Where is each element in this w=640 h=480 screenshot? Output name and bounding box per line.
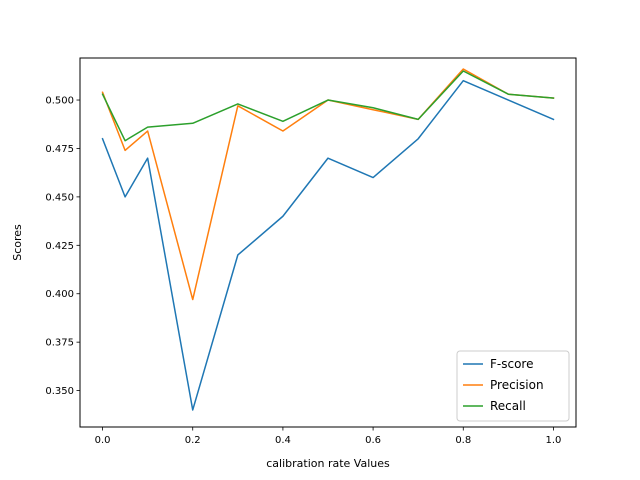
legend-label-precision: Precision bbox=[490, 378, 544, 392]
series-line-precision bbox=[101, 68, 555, 301]
series-layer bbox=[101, 68, 555, 411]
x-axis-ticks: 0.0 0.2 0.4 0.6 0.8 1.0 bbox=[95, 427, 562, 446]
legend: F-score Precision Recall bbox=[456, 350, 570, 422]
legend-label-recall: Recall bbox=[490, 399, 526, 413]
y-axis-ticks: 0.350 0.375 0.400 0.425 0.450 0.475 0.500 bbox=[45, 96, 80, 397]
legend-label-f-score: F-score bbox=[490, 357, 533, 371]
x-tick-label: 0.8 bbox=[455, 435, 471, 446]
series-line-recall bbox=[101, 70, 555, 142]
y-tick-label: 0.375 bbox=[45, 338, 74, 349]
y-tick-label: 0.450 bbox=[45, 192, 74, 203]
y-tick-label: 0.475 bbox=[45, 144, 74, 155]
x-tick-label: 0.6 bbox=[365, 435, 381, 446]
x-tick-label: 1.0 bbox=[546, 435, 562, 446]
y-tick-label: 0.425 bbox=[45, 241, 74, 252]
y-tick-label: 0.400 bbox=[45, 289, 74, 300]
plot-frame bbox=[79, 57, 577, 428]
series-line-f-score bbox=[101, 79, 555, 411]
y-tick-label: 0.350 bbox=[45, 386, 74, 397]
x-tick-label: 0.4 bbox=[275, 435, 291, 446]
y-axis-label: Scores bbox=[11, 224, 24, 261]
legend-box bbox=[456, 350, 570, 422]
x-tick-label: 0.0 bbox=[95, 435, 111, 446]
x-tick-label: 0.2 bbox=[185, 435, 201, 446]
x-axis-label: calibration rate Values bbox=[266, 457, 390, 470]
y-tick-label: 0.500 bbox=[45, 96, 74, 107]
